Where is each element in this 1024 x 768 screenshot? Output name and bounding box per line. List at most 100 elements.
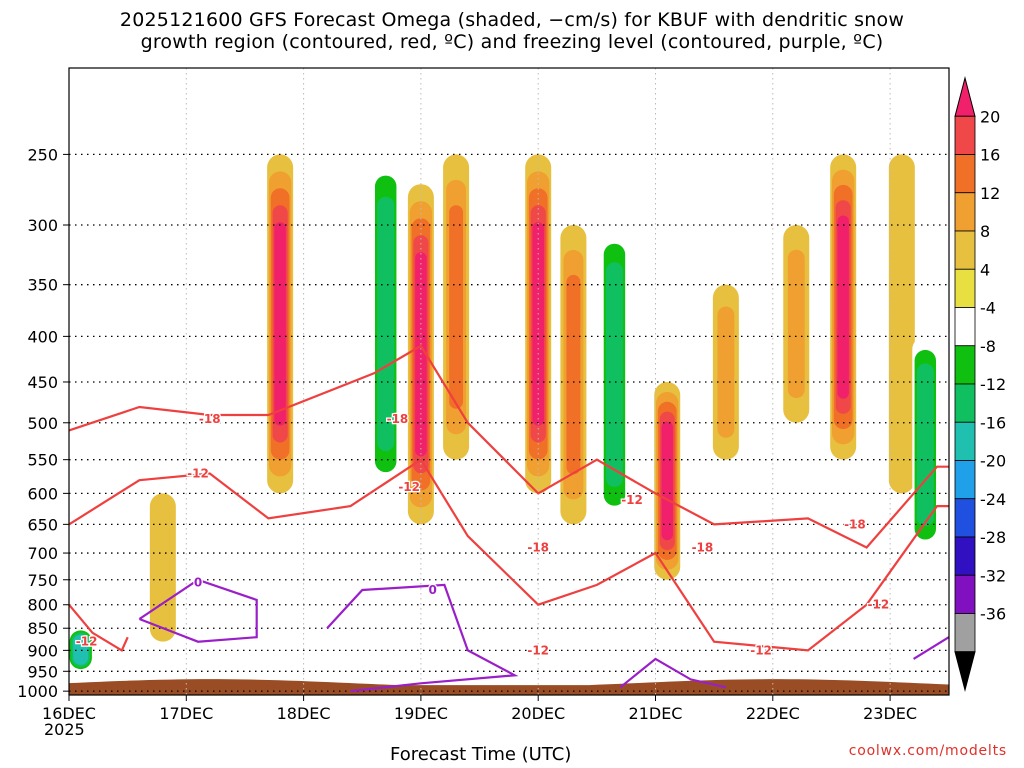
x-tick-label-5: 21DEC xyxy=(629,704,683,723)
colorbar-label-11: -28 xyxy=(980,528,1006,547)
y-tick-label-750: 750 xyxy=(27,571,58,590)
contour-label-9: -18 xyxy=(844,517,866,531)
credit-link[interactable]: coolwx.com/modelts xyxy=(848,743,1007,759)
y-tick-label-1000: 1000 xyxy=(17,682,58,701)
omega-region-7 xyxy=(379,217,392,430)
x-tick-label-0: 16DEC xyxy=(42,704,96,723)
y-tick-label-300: 300 xyxy=(27,216,58,235)
y-tick-label-650: 650 xyxy=(27,515,58,534)
y-tick-label-900: 900 xyxy=(27,641,58,660)
omega-region-19 xyxy=(919,377,932,513)
x-axis-label: Forecast Time (UTC) xyxy=(390,744,572,765)
colorbar-box-5 xyxy=(954,268,976,308)
colorbar-label-3: 8 xyxy=(980,222,990,241)
freezing-contour-4 xyxy=(913,636,950,660)
omega-region-6 xyxy=(318,265,336,513)
y-tick-label-550: 550 xyxy=(27,451,58,470)
omega-region-5 xyxy=(274,222,286,426)
omega-region-10 xyxy=(482,204,500,504)
y-tick-label-700: 700 xyxy=(27,544,58,563)
contours: -18 -12 -18 -12 -18 -12 -12 -18 -12 -18 -12 -12 0 0 xyxy=(68,344,950,693)
omega-region-1 xyxy=(75,636,87,663)
omega-region-12 xyxy=(566,274,581,475)
colorbar-label-7: -12 xyxy=(980,375,1006,394)
x-tick-label-3: 19DEC xyxy=(394,704,448,723)
y-tick-label-600: 600 xyxy=(27,484,58,503)
contour-label-2: -18 xyxy=(387,412,409,426)
contour-label-13: 0 xyxy=(428,583,436,597)
x-tick-label-2: 18DEC xyxy=(277,704,331,723)
colorbar-box-6 xyxy=(954,307,976,347)
dgz-contour-lowlevel xyxy=(68,603,129,652)
contour-label-1: -12 xyxy=(187,467,209,481)
colorbar-label-13: -36 xyxy=(980,605,1006,624)
contour-label-6: -12 xyxy=(527,643,549,657)
x-tick-label-1: 17DEC xyxy=(159,704,213,723)
colorbar-cap-top xyxy=(954,76,976,117)
chart-title-line2: growth region (contoured, red, ºC) and f… xyxy=(140,31,884,53)
omega-region-13 xyxy=(608,281,621,469)
contour-label-3: -12 xyxy=(398,480,420,494)
omega-region-3 xyxy=(189,204,207,504)
y-tick-label-500: 500 xyxy=(27,414,58,433)
omega-region-14 xyxy=(661,421,673,541)
colorbar-label-10: -24 xyxy=(980,490,1006,509)
terrain-fill xyxy=(69,679,949,695)
dgz-contour-minus12 xyxy=(68,458,949,652)
x-tick-label-7: 23DEC xyxy=(863,704,917,723)
omega-region-15 xyxy=(717,306,735,438)
colorbar-label-12: -32 xyxy=(980,566,1006,585)
freezing-contour-1 xyxy=(138,578,258,643)
omega-region-0 xyxy=(84,363,101,526)
colorbar-label-6: -8 xyxy=(980,337,996,356)
colorbar-label-8: -16 xyxy=(980,413,1006,432)
omega-region-2 xyxy=(149,493,176,642)
freezing-contour-2 xyxy=(326,583,519,693)
y-tick-label-400: 400 xyxy=(27,327,58,346)
omega-region-9 xyxy=(449,205,464,409)
contour-label-8: -12 xyxy=(750,643,772,657)
omega-region-16 xyxy=(787,249,805,399)
y-tick-label-250: 250 xyxy=(27,145,58,164)
colorbar-label-0: 20 xyxy=(980,107,1000,126)
contour-label-5: -12 xyxy=(621,493,643,507)
dgz-contour-minus18 xyxy=(68,344,949,549)
colorbar-box-3 xyxy=(954,192,976,232)
chart-title-line1: 2025121600 GFS Forecast Omega (shaded, −… xyxy=(119,9,905,31)
colorbar-cap-bottom xyxy=(954,651,976,692)
colorbar-box-12 xyxy=(954,536,976,576)
y-tick-label-350: 350 xyxy=(27,276,58,295)
contour-label-4: -18 xyxy=(527,540,549,554)
year-label: 2025 xyxy=(44,720,85,739)
colorbar-box-8 xyxy=(954,383,976,423)
colorbar-label-9: -20 xyxy=(980,452,1006,471)
colorbar: 20 16 12 8 4 -4 -8 -12 -16 -20 -24 -28 -32 -36 xyxy=(954,76,1006,692)
colorbar-box-11 xyxy=(954,498,976,538)
colorbar-label-1: 16 xyxy=(980,146,1000,165)
contour-label-7: -18 xyxy=(692,540,714,554)
omega-region-4 xyxy=(230,192,248,422)
colorbar-box-14 xyxy=(954,613,976,653)
colorbar-box-13 xyxy=(954,574,976,614)
terrain xyxy=(69,679,949,695)
colorbar-label-5: -4 xyxy=(980,299,996,318)
omega-region-18 xyxy=(888,154,915,494)
omega-region-17 xyxy=(837,215,849,399)
freezing-contour-3 xyxy=(619,657,727,689)
colorbar-box-9 xyxy=(954,421,976,461)
x-tick-label-4: 20DEC xyxy=(511,704,565,723)
colorbar-label-4: 4 xyxy=(980,260,990,279)
y-tick-label-950: 950 xyxy=(27,662,58,681)
colorbar-box-4 xyxy=(954,230,976,270)
contour-label-0: -18 xyxy=(199,412,221,426)
contour-label-12: 0 xyxy=(194,575,202,589)
contour-label-11: -12 xyxy=(76,635,98,649)
colorbar-box-2 xyxy=(954,154,976,194)
y-tick-label-450: 450 xyxy=(27,373,58,392)
axis-ticks: 250 300 350 400 450 500 550 600 650 700 750 800 850 9… xyxy=(17,145,917,723)
x-tick-label-6: 22DEC xyxy=(746,704,800,723)
y-tick-label-800: 800 xyxy=(27,596,58,615)
contour-label-10: -12 xyxy=(868,598,890,612)
colorbar-box-1 xyxy=(954,115,976,155)
